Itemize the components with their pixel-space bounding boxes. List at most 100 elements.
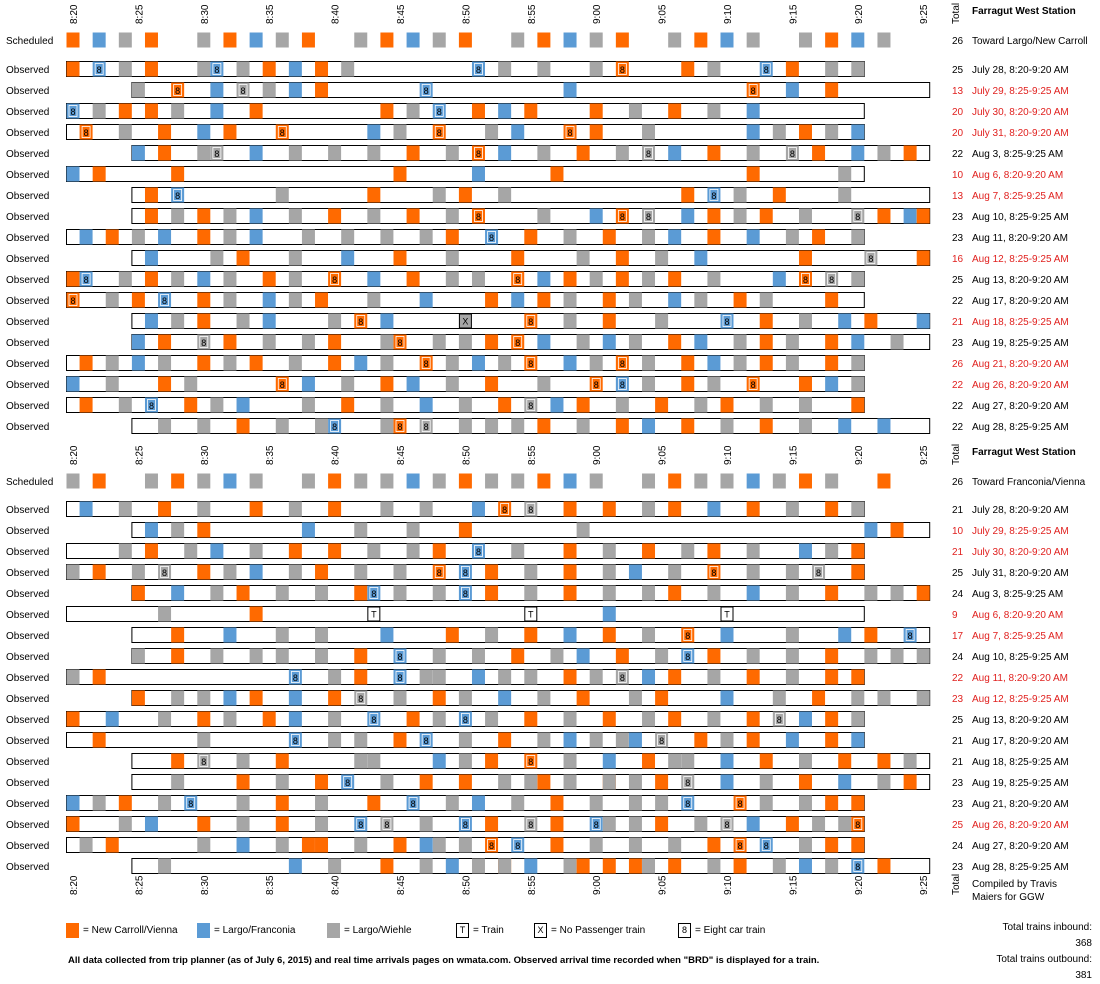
- train-block: [851, 61, 865, 77]
- row-title: July 28, 8:20-9:20 AM: [972, 505, 1069, 516]
- eight-car-label: 8: [397, 338, 402, 348]
- eight-car-label: 8: [293, 673, 298, 683]
- eight-car-label: 8: [241, 86, 246, 96]
- eight-car-marker: [369, 587, 379, 599]
- train-block: [877, 690, 891, 706]
- train-block: [223, 690, 237, 706]
- train-block: [223, 711, 237, 727]
- train-block: [615, 732, 629, 748]
- train-block: [746, 711, 760, 727]
- train-block: [288, 564, 302, 580]
- train-block: [798, 271, 812, 287]
- train-block: [66, 376, 80, 392]
- train-block: [432, 753, 446, 769]
- train-block: [262, 271, 276, 287]
- train-block: [432, 564, 446, 580]
- row-total: 23: [952, 233, 964, 244]
- train-block: [903, 774, 917, 790]
- train-block: [210, 585, 224, 601]
- eight-car-marker: [722, 315, 732, 327]
- row-label: Observed: [6, 107, 49, 118]
- train-block: [236, 837, 250, 853]
- eight-car-label: 8: [201, 338, 206, 348]
- train-block: [785, 145, 799, 161]
- tick-label: 9:05: [658, 445, 669, 465]
- train-block: [380, 229, 394, 245]
- train-block: [851, 816, 865, 832]
- train-block: [628, 690, 642, 706]
- train-block: [354, 313, 368, 329]
- train-block: [772, 690, 786, 706]
- train-block: [197, 732, 211, 748]
- train-block: [681, 376, 695, 392]
- train-block: [537, 774, 551, 790]
- row-title: Aug 11, 8:20-9:20 AM: [972, 673, 1068, 684]
- eight-car-marker: [147, 399, 156, 411]
- train-block: [812, 145, 826, 161]
- eight-car-marker: [277, 378, 287, 390]
- tick-label: 9:10: [723, 4, 734, 24]
- train-block: [184, 795, 198, 811]
- train-block: [851, 229, 865, 245]
- train-block: [236, 753, 250, 769]
- eight-car-marker: [735, 797, 745, 809]
- train-block: [642, 355, 656, 371]
- train-block: [66, 292, 80, 308]
- train-block: [628, 292, 642, 308]
- train-block: [825, 473, 839, 489]
- train-block: [642, 473, 656, 489]
- train-block: [328, 711, 342, 727]
- train-block: [275, 32, 289, 48]
- row-label: Observed: [6, 401, 49, 412]
- train-block: [668, 564, 682, 580]
- eight-car-label: 8: [489, 233, 494, 243]
- row-title: Aug 10, 8:25-9:25 AM: [972, 212, 1069, 223]
- train-block: [144, 32, 158, 48]
- train-block: [328, 334, 342, 350]
- train-block: [550, 816, 564, 832]
- train-block: [615, 271, 629, 287]
- eight-car-marker: [683, 629, 693, 641]
- train-block: [864, 313, 878, 329]
- train-block: [380, 397, 394, 413]
- train-block: [432, 334, 446, 350]
- row-total: 16: [952, 254, 964, 265]
- train-block: [746, 732, 760, 748]
- eight-car-label: 8: [489, 841, 494, 851]
- train-block: [720, 418, 734, 434]
- train-block: [550, 837, 564, 853]
- row-total: 23: [952, 862, 964, 873]
- train-block: [380, 473, 394, 489]
- train-block: [511, 543, 525, 559]
- eight-car-label: 8: [751, 380, 756, 390]
- train-block: [301, 397, 315, 413]
- row-total: 20: [952, 107, 964, 118]
- eight-car-marker: [460, 713, 470, 725]
- tick-label: 8:20: [69, 4, 80, 24]
- eight-car-marker: [408, 797, 418, 809]
- train-block: [458, 334, 472, 350]
- train-block: [511, 418, 525, 434]
- eight-car-label: 8: [764, 65, 769, 75]
- eight-car-marker: [81, 126, 91, 138]
- train-block: [92, 669, 106, 685]
- train-block: [354, 648, 368, 664]
- train-block: [66, 564, 80, 580]
- train-block: [288, 543, 302, 559]
- train-block: [589, 61, 603, 77]
- train-block: [197, 711, 211, 727]
- train-block: [406, 271, 420, 287]
- eight-car-marker: [421, 357, 431, 369]
- row-title: Aug 13, 8:20-9:20 AM: [972, 715, 1069, 726]
- tick-label: 8:45: [396, 445, 407, 465]
- train-block: [236, 397, 250, 413]
- train-block: [406, 103, 420, 119]
- train-block: [785, 627, 799, 643]
- train-block: [432, 543, 446, 559]
- tick-label: 8:30: [200, 4, 211, 24]
- eight-car-label: 8: [816, 568, 821, 578]
- train-block: [158, 606, 172, 622]
- train-block: [288, 858, 302, 874]
- scheduled-label: Scheduled: [6, 36, 53, 47]
- train-block: [707, 711, 721, 727]
